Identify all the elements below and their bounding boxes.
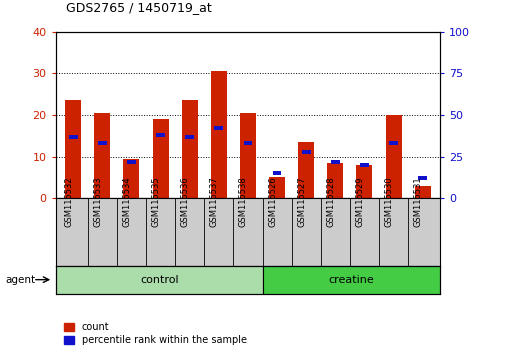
Text: creatine: creatine (328, 275, 374, 285)
Bar (388, 141, 397, 145)
Bar (297, 142, 314, 198)
Bar (239, 113, 256, 198)
Text: GSM115538: GSM115538 (238, 176, 247, 227)
Bar (56, 266, 262, 294)
Text: GSM115531: GSM115531 (413, 176, 422, 227)
Bar (327, 163, 343, 198)
Text: GSM115530: GSM115530 (384, 176, 393, 227)
Text: GSM115529: GSM115529 (355, 176, 364, 227)
Bar (65, 101, 81, 198)
Text: GSM115536: GSM115536 (180, 176, 189, 227)
Bar (262, 266, 439, 294)
Text: GSM115526: GSM115526 (268, 176, 277, 227)
Bar (97, 141, 107, 145)
Bar (127, 160, 135, 164)
Bar (418, 176, 426, 180)
Text: GSM115533: GSM115533 (93, 176, 102, 227)
Text: control: control (139, 275, 178, 285)
Bar (152, 119, 168, 198)
Bar (94, 113, 110, 198)
Bar (123, 159, 139, 198)
Bar (301, 150, 310, 154)
Legend: count, percentile rank within the sample: count, percentile rank within the sample (61, 319, 250, 349)
Bar (269, 177, 284, 198)
Text: GDS2765 / 1450719_at: GDS2765 / 1450719_at (66, 1, 211, 14)
Bar (156, 133, 165, 137)
Bar (214, 126, 223, 130)
Text: GSM115534: GSM115534 (122, 176, 131, 227)
Bar (272, 171, 281, 175)
Text: agent: agent (5, 275, 35, 285)
Bar (330, 160, 339, 164)
Text: GSM115532: GSM115532 (64, 176, 73, 227)
Text: GSM115527: GSM115527 (296, 176, 306, 227)
Text: GSM115528: GSM115528 (326, 176, 335, 227)
Bar (356, 165, 372, 198)
Bar (181, 101, 197, 198)
Bar (360, 163, 368, 167)
Bar (69, 135, 77, 139)
Bar (211, 72, 226, 198)
Text: GSM115537: GSM115537 (210, 176, 218, 227)
Bar (243, 141, 252, 145)
Text: GSM115535: GSM115535 (151, 176, 160, 227)
Bar (414, 186, 430, 198)
Bar (185, 135, 194, 139)
Bar (385, 115, 401, 198)
